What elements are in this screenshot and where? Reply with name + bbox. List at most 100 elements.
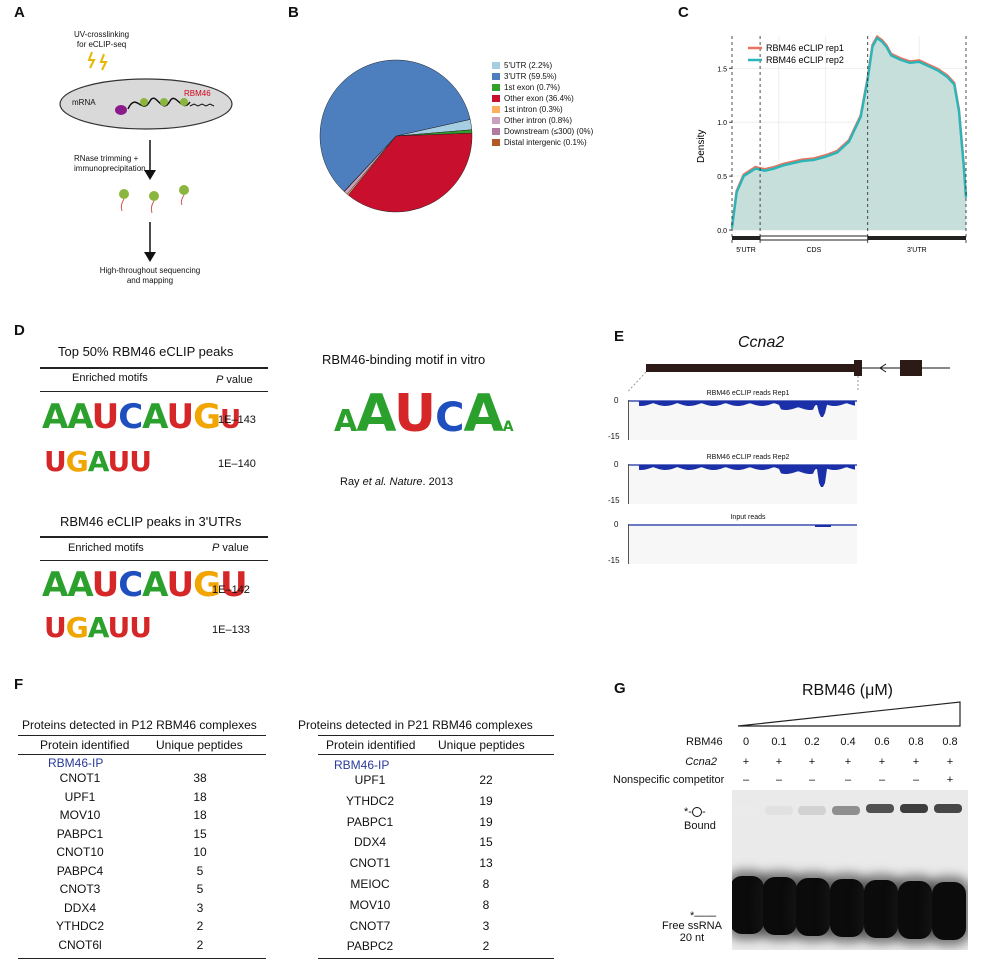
legend-item: Other exon (36.4%) xyxy=(492,93,593,104)
protein-name: PABPC2 xyxy=(346,939,394,954)
panel-label-e: E xyxy=(614,328,625,345)
protein-name: YTHDC2 xyxy=(55,919,104,933)
track-ymin: -15 xyxy=(608,432,620,441)
legend-label: Downstream (≤300) (0%) xyxy=(504,127,594,136)
p-rest: value xyxy=(223,374,253,386)
lane-value: + xyxy=(742,756,750,768)
legend-item: 1st intron (0.3%) xyxy=(492,104,593,115)
protein-name: CNOT6l xyxy=(58,937,102,952)
peptide-count: 38 xyxy=(193,771,207,785)
row3-label: Nonspecific competitor xyxy=(613,774,725,786)
free-marker: *—— xyxy=(690,910,717,922)
protein-name: PABPC1 xyxy=(56,826,104,841)
legend-swatch xyxy=(492,73,500,81)
legend-label: 5'UTR (2.2%) xyxy=(504,61,553,70)
legend-label: RBM46 eCLIP rep1 xyxy=(766,43,844,53)
legend-item: Distal intergenic (0.1%) xyxy=(492,137,593,148)
motif-logo: AAUCAUGU xyxy=(42,397,241,437)
legend-label: RBM46 eCLIP rep2 xyxy=(766,55,844,65)
protein-name: DDX4 xyxy=(353,835,386,850)
legend-label: 1st exon (0.7%) xyxy=(504,83,561,92)
lane-value: – xyxy=(912,774,920,786)
free-band xyxy=(830,879,864,937)
track-ymax: 0 xyxy=(614,396,619,405)
cite-author: Ray xyxy=(340,476,363,488)
motif-pvalue: 1E–140 xyxy=(218,458,256,470)
legend-item: 3'UTR (59.5%) xyxy=(492,71,593,82)
peptide-count: 5 xyxy=(196,882,204,896)
legend-item: Downstream (≤300) (0%) xyxy=(492,126,593,137)
bound-band xyxy=(765,806,793,815)
lane-value: 0.8 xyxy=(942,736,958,748)
step2-line2: and mapping xyxy=(126,276,174,285)
y-tick-label: 1.5 xyxy=(717,66,727,73)
legend-item: 5'UTR (2.2%) xyxy=(492,60,593,71)
lane-value: + xyxy=(912,756,920,768)
free-label: Free ssRNA 20 nt xyxy=(662,920,722,944)
protein-name: CNOT7 xyxy=(349,918,391,933)
bound-label: Bound xyxy=(684,820,716,832)
lightning-icon xyxy=(87,52,108,71)
lane-value: 0 xyxy=(742,736,750,748)
peptide-count: 5 xyxy=(196,863,204,878)
peptide-count: 2 xyxy=(196,937,204,952)
peptide-count: 19 xyxy=(479,793,493,808)
lane-value: + xyxy=(946,774,954,786)
row1-label: RBM46 xyxy=(686,736,723,748)
rbm46-label: RBM46 xyxy=(184,89,211,98)
arrow-down-icon-2 xyxy=(144,222,156,262)
legend-swatch xyxy=(492,139,500,147)
pie-slice xyxy=(319,59,471,192)
bound-band xyxy=(798,806,826,815)
lane-value: – xyxy=(878,774,886,786)
p12-col2: Unique peptides xyxy=(156,738,243,752)
invitro-motif-logo: AAUCAA xyxy=(334,384,514,444)
legend-item: Other intron (0.8%) xyxy=(492,115,593,126)
legend-swatch xyxy=(492,128,500,136)
legend-swatch xyxy=(492,106,500,114)
free-band xyxy=(898,881,932,939)
legend-label: Distal intergenic (0.1%) xyxy=(504,138,587,147)
lane-value: 0.6 xyxy=(874,736,890,748)
p21-ip-label: RBM46-IP xyxy=(334,758,390,772)
p21-title: Proteins detected in P21 RBM46 complexes xyxy=(298,718,533,732)
series-line xyxy=(730,36,968,229)
lane-value: + xyxy=(946,756,954,768)
uv-text: UV-crosslinking for eCLIP-seq xyxy=(74,30,129,50)
peptide-count: 10 xyxy=(193,845,207,859)
p-italic: P xyxy=(212,542,220,554)
legend-label: 3'UTR (59.5%) xyxy=(504,72,557,81)
lane-value: – xyxy=(742,774,750,786)
motif-logo: UGAUU xyxy=(44,611,152,644)
density-chart: 0.0 0.5 1.0 1.5 Density 5'UTR CDS 3'UTR RBM46 eC… xyxy=(696,34,968,254)
legend-swatch xyxy=(492,84,500,92)
bound-band xyxy=(832,806,860,815)
p12-ip-label: RBM46-IP xyxy=(48,756,104,770)
legend-label: 1st intron (0.3%) xyxy=(504,105,563,114)
gene-name: Ccna2 xyxy=(738,334,785,351)
motif-logo: UGAUU xyxy=(44,445,152,478)
region-label: CDS xyxy=(807,247,822,254)
peptide-count: 3 xyxy=(196,900,204,915)
lane-value: – xyxy=(844,774,852,786)
panel-label-a: A xyxy=(14,4,25,21)
free-band xyxy=(763,877,797,935)
free-band xyxy=(932,882,966,940)
legend-swatch xyxy=(492,117,500,125)
lane-value: 0.2 xyxy=(804,736,820,748)
motif-logo: AAUCAUGU xyxy=(42,565,248,605)
density-area xyxy=(732,38,966,231)
peptide-count: 15 xyxy=(193,826,207,841)
motif-table2-title: RBM46 eCLIP peaks in 3'UTRs xyxy=(60,514,242,529)
track-plot xyxy=(628,400,857,440)
step1-line1: RNase trimming + xyxy=(74,154,139,163)
track-label: Input reads xyxy=(730,514,766,521)
legend-swatch xyxy=(492,95,500,103)
protein-name: CNOT1 xyxy=(349,856,391,871)
step2-line1: High-throughout sequencing xyxy=(99,266,201,275)
cite-year: . 2013 xyxy=(422,476,454,488)
lane-value: 0.1 xyxy=(771,736,787,748)
p21-col1: Protein identified xyxy=(326,738,416,752)
bound-band xyxy=(732,806,760,815)
peptide-count: 18 xyxy=(193,789,207,804)
